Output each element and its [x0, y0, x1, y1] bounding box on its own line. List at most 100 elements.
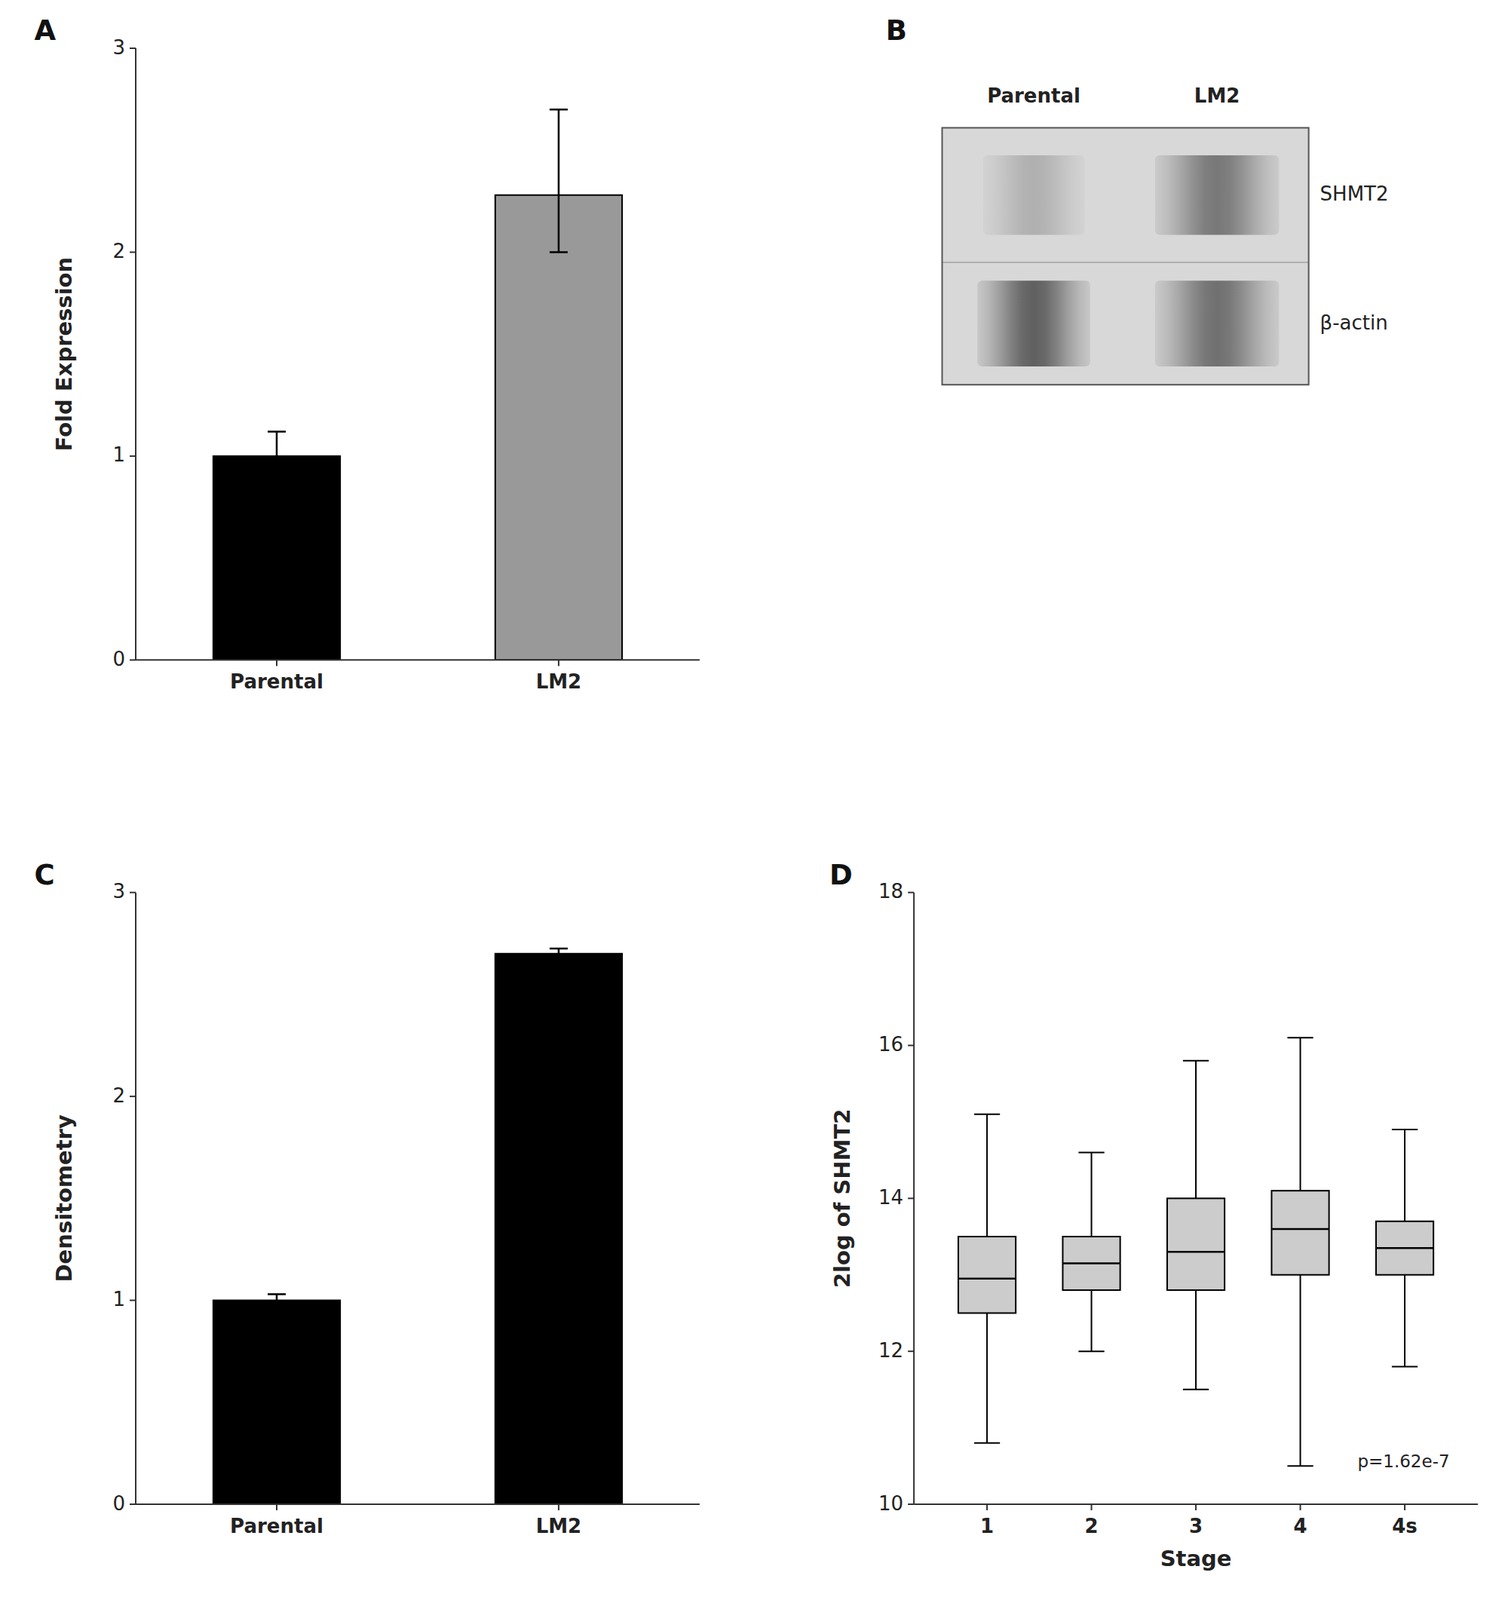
- y-tick: [907, 891, 914, 894]
- y-axis-label: 2log of SHMT2: [829, 1109, 856, 1289]
- whisker-low: [1091, 1290, 1093, 1352]
- whisker-cap-high: [1391, 1128, 1418, 1131]
- y-tick-label: 2: [112, 239, 126, 263]
- whisker-high: [1091, 1152, 1093, 1237]
- box-group: [1167, 1060, 1225, 1390]
- error-bar: [549, 948, 568, 960]
- marks: [213, 948, 623, 1505]
- blot-border: [941, 127, 1309, 385]
- y-tick-label: 14: [878, 1186, 904, 1209]
- lane-label: LM2: [1194, 84, 1241, 108]
- y-tick: [129, 1299, 136, 1302]
- y-tick: [129, 658, 136, 661]
- median: [958, 1278, 1016, 1281]
- x-tick-label: 4s: [1391, 1514, 1418, 1538]
- x-tick-label: Parental: [229, 1514, 324, 1538]
- x-tick: [1299, 1504, 1302, 1511]
- median: [1167, 1250, 1225, 1254]
- whisker-cap-low: [1183, 1388, 1209, 1391]
- y-axis-line: [134, 48, 137, 660]
- box: [958, 1236, 1016, 1313]
- y-tick: [907, 1044, 914, 1046]
- lane-label: Parental: [986, 84, 1081, 108]
- box: [1271, 1190, 1329, 1276]
- row-divider: [941, 261, 1309, 263]
- annotation: p=1.62e-7: [1357, 1451, 1450, 1472]
- median: [1376, 1247, 1434, 1250]
- median: [1062, 1262, 1120, 1265]
- y-tick-label: 0: [112, 1492, 126, 1515]
- x-tick-label: 4: [1293, 1514, 1308, 1538]
- x-tick-label: LM2: [536, 1514, 583, 1538]
- whisker-cap-low: [1391, 1365, 1418, 1368]
- error-cap: [267, 1293, 286, 1296]
- blot-background: [941, 127, 1309, 385]
- error-cap: [267, 1305, 286, 1308]
- x-axis-line: [135, 658, 700, 661]
- y-tick-label: 1: [112, 1287, 126, 1311]
- whisker-cap-high: [1078, 1151, 1104, 1153]
- y-tick-label: 10: [878, 1492, 904, 1515]
- box-group: [958, 1114, 1016, 1444]
- x-tick: [986, 1504, 988, 1511]
- x-tick-label: 1: [980, 1514, 994, 1538]
- band: [1155, 155, 1280, 235]
- x-tick: [557, 1504, 560, 1511]
- whisker-low: [986, 1312, 988, 1443]
- bar: [213, 456, 341, 660]
- y-tick-label: 2: [112, 1084, 126, 1107]
- y-tick-label: 12: [878, 1339, 904, 1362]
- error-bar: [549, 109, 568, 252]
- x-tick-label: 3: [1189, 1514, 1203, 1538]
- whisker-cap-high: [974, 1113, 1000, 1116]
- whisker-cap-high: [1183, 1060, 1209, 1062]
- blot-panel: SHMT2β-actinParentalLM2B: [885, 14, 1389, 385]
- y-tick: [129, 47, 136, 50]
- box: [1376, 1221, 1434, 1276]
- y-tick: [907, 1197, 914, 1199]
- panel-label: A: [33, 14, 56, 47]
- box-panel: 10121416182log of SHMT212344sStagep=1.62…: [829, 858, 1478, 1572]
- row-label: β-actin: [1320, 311, 1389, 335]
- bar-panel: 0123DensitometryParentalLM2C: [33, 858, 700, 1538]
- error-cap: [549, 957, 568, 960]
- error-line: [275, 1293, 279, 1306]
- panel-label: C: [33, 858, 55, 892]
- error-line: [275, 431, 279, 481]
- x-tick: [1195, 1504, 1197, 1511]
- y-tick: [129, 891, 136, 894]
- y-tick: [129, 1095, 136, 1098]
- y-tick-label: 18: [878, 879, 904, 903]
- figure: 0123Fold ExpressionParentalLM2ASHMT2β-ac…: [0, 0, 1508, 1600]
- error-line: [557, 948, 561, 960]
- y-axis-label: Fold Expression: [51, 257, 77, 452]
- box: [1062, 1236, 1120, 1291]
- whisker-cap-low: [1078, 1350, 1104, 1352]
- x-tick: [1403, 1504, 1406, 1511]
- x-axis-line: [135, 1503, 700, 1505]
- error-cap: [549, 947, 568, 951]
- box-group: [1376, 1129, 1434, 1367]
- error-bar: [267, 1293, 286, 1306]
- whisker-low: [1299, 1275, 1302, 1467]
- whisker-low: [1403, 1275, 1406, 1368]
- y-tick: [129, 455, 136, 457]
- bar: [213, 1300, 341, 1505]
- band: [983, 155, 1086, 235]
- error-bar: [267, 431, 286, 481]
- bar: [495, 195, 623, 661]
- error-cap: [267, 430, 286, 433]
- whisker-high: [986, 1114, 988, 1237]
- whisker-high: [1299, 1037, 1302, 1191]
- y-tick: [907, 1503, 914, 1505]
- y-tick: [129, 1503, 136, 1505]
- x-tick-label: 2: [1085, 1514, 1099, 1538]
- x-axis-label: Stage: [1160, 1545, 1233, 1572]
- box: [1167, 1198, 1225, 1291]
- panel-label: B: [885, 14, 908, 47]
- y-tick: [129, 251, 136, 253]
- y-tick-label: 3: [112, 36, 126, 59]
- x-tick: [557, 659, 560, 666]
- whisker-cap-low: [974, 1442, 1000, 1444]
- bar-panel: 0123Fold ExpressionParentalLM2A: [33, 14, 700, 693]
